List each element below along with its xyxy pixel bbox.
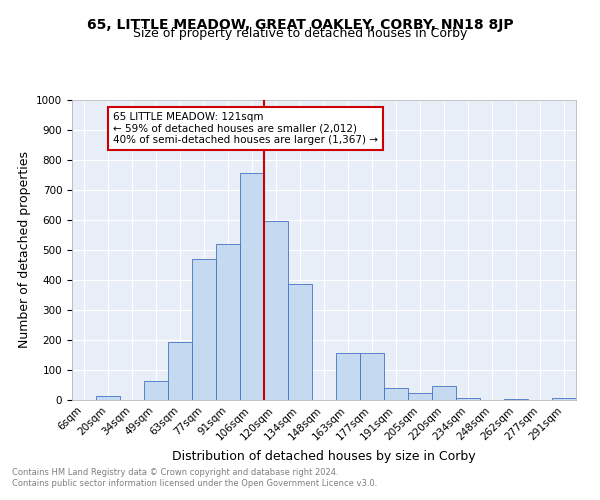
Bar bbox=[360, 353, 384, 400]
Bar bbox=[288, 284, 312, 400]
X-axis label: Distribution of detached houses by size in Corby: Distribution of detached houses by size … bbox=[172, 450, 476, 463]
Bar bbox=[504, 399, 528, 400]
Y-axis label: Number of detached properties: Number of detached properties bbox=[17, 152, 31, 348]
Bar bbox=[264, 221, 288, 400]
Bar bbox=[384, 388, 408, 400]
Bar bbox=[408, 392, 432, 400]
Bar bbox=[96, 396, 120, 400]
Bar bbox=[456, 398, 480, 400]
Text: Size of property relative to detached houses in Corby: Size of property relative to detached ho… bbox=[133, 28, 467, 40]
Bar bbox=[240, 173, 264, 400]
Bar bbox=[552, 398, 576, 400]
Text: 65, LITTLE MEADOW, GREAT OAKLEY, CORBY, NN18 8JP: 65, LITTLE MEADOW, GREAT OAKLEY, CORBY, … bbox=[86, 18, 514, 32]
Bar bbox=[216, 244, 240, 400]
Bar bbox=[432, 386, 456, 400]
Bar bbox=[336, 353, 360, 400]
Text: Contains HM Land Registry data © Crown copyright and database right 2024.
Contai: Contains HM Land Registry data © Crown c… bbox=[12, 468, 377, 487]
Bar bbox=[192, 260, 216, 400]
Bar bbox=[144, 382, 168, 400]
Text: 65 LITTLE MEADOW: 121sqm
← 59% of detached houses are smaller (2,012)
40% of sem: 65 LITTLE MEADOW: 121sqm ← 59% of detach… bbox=[113, 112, 378, 145]
Bar bbox=[168, 342, 192, 400]
